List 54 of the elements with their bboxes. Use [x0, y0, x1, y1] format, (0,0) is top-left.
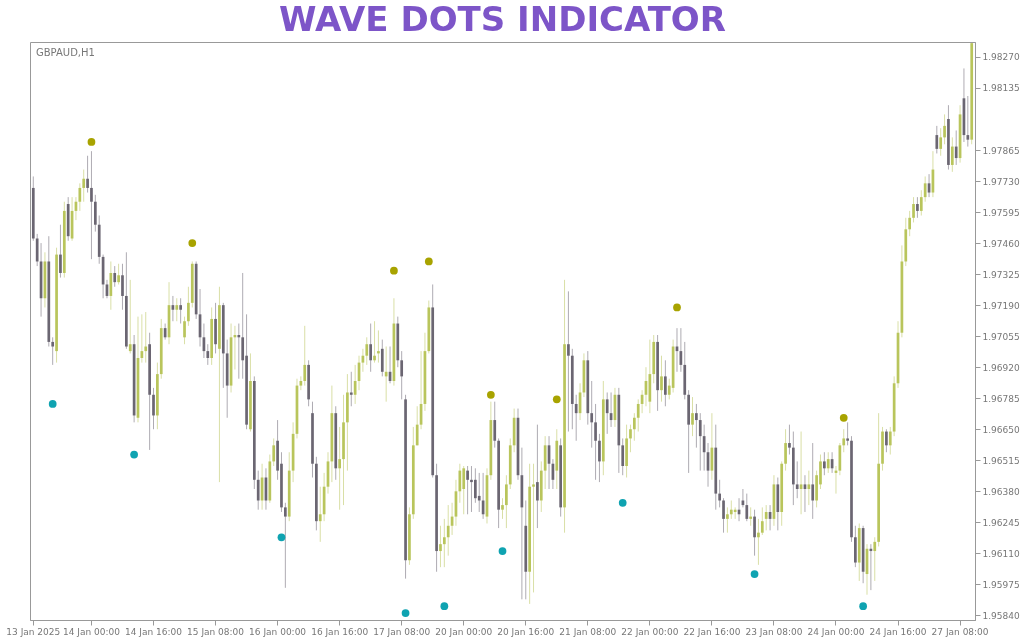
point	[401, 609, 410, 617]
x-tick-label: 14 Jan 16:00	[125, 626, 183, 637]
y-tick-label: 1.96650	[982, 424, 1020, 435]
x-tick-label: 13 Jan 2025	[6, 626, 61, 637]
point	[839, 413, 848, 422]
point	[440, 602, 449, 611]
x-tick-label: 20 Jan 16:00	[497, 626, 555, 637]
point	[130, 450, 138, 459]
y-tick-label: 1.95840	[982, 610, 1020, 621]
point	[277, 533, 286, 542]
x-tick-label: 24 Jan 00:00	[807, 626, 865, 637]
y-tick-label: 1.96920	[982, 362, 1020, 373]
y-tick-label: 1.97595	[982, 207, 1020, 218]
point	[498, 547, 507, 555]
annotation: GBPAUD,H1	[36, 47, 95, 58]
y-tick-label: 1.97055	[982, 331, 1020, 342]
point	[486, 390, 495, 399]
point	[390, 266, 398, 275]
y-tick-label: 1.96380	[982, 486, 1020, 497]
x-tick-label: 22 Jan 16:00	[683, 626, 741, 637]
point	[48, 400, 57, 408]
point	[188, 239, 197, 247]
x-tick-label: 14 Jan 00:00	[62, 626, 121, 637]
point	[750, 570, 759, 578]
y-tick-label: 1.96515	[982, 455, 1020, 466]
y-tick-label: 1.96245	[982, 517, 1020, 528]
y-tick-label: 1.97190	[982, 300, 1020, 311]
y-tick-label: 1.97325	[982, 269, 1020, 280]
x-tick-label: 21 Jan 08:00	[559, 626, 617, 637]
y-tick-label: 1.98135	[982, 83, 1020, 94]
x-tick-label: 15 Jan 08:00	[187, 626, 245, 637]
point	[618, 498, 627, 507]
x-tick-label: 22 Jan 00:00	[621, 626, 679, 637]
y-tick-label: 1.97865	[982, 145, 1020, 156]
point	[673, 303, 681, 312]
x-tick-label: 23 Jan 08:00	[745, 626, 803, 637]
x-tick-label: 16 Jan 00:00	[249, 626, 307, 637]
x-tick-label: 20 Jan 00:00	[435, 626, 493, 637]
point	[552, 395, 561, 404]
y-tick-label: 1.98270	[982, 52, 1020, 63]
x-tick-label: 17 Jan 08:00	[373, 626, 431, 637]
x-tick-label: 16 Jan 16:00	[311, 626, 369, 637]
y-tick-label: 1.95975	[982, 579, 1020, 590]
point	[859, 602, 867, 611]
chart-title: WAVE DOTS INDICATOR	[279, 0, 726, 39]
y-tick-label: 1.96785	[982, 393, 1020, 404]
y-tick-label: 1.97460	[982, 238, 1020, 249]
y-tick-label: 1.97730	[982, 176, 1020, 187]
point	[87, 138, 96, 146]
point	[424, 257, 433, 266]
x-tick-label: 27 Jan 08:00	[931, 626, 989, 637]
y-tick-label: 1.96110	[982, 548, 1020, 559]
candlestick	[733, 506, 737, 520]
x-tick-label: 24 Jan 16:00	[869, 626, 927, 637]
